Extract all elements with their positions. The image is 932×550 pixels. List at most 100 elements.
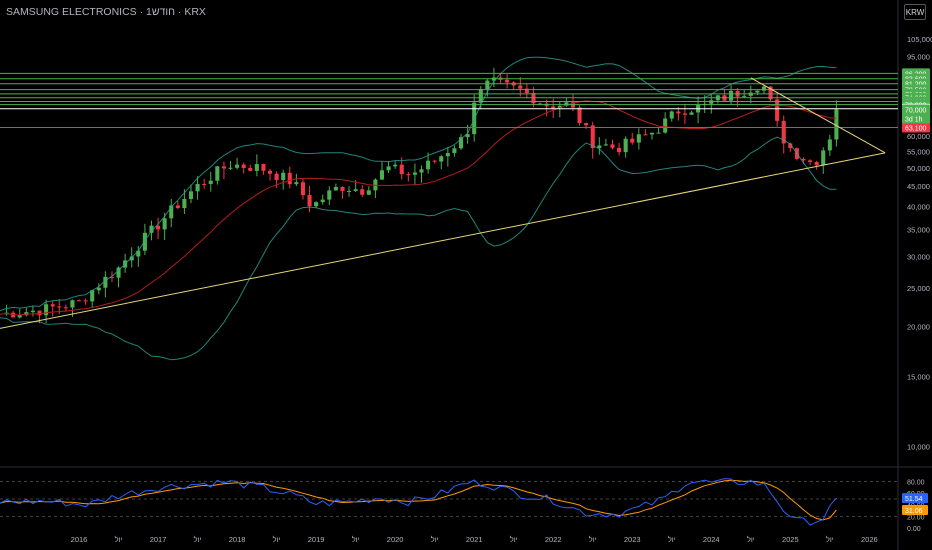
last-price-tag bbox=[902, 104, 930, 124]
candle-body bbox=[577, 107, 582, 124]
price-tick-label: 40,000 bbox=[907, 202, 930, 211]
price-tick-label: 15,000 bbox=[907, 372, 930, 381]
last-price-countdown: 3d 1h bbox=[905, 116, 923, 123]
rsi-line bbox=[0, 478, 837, 526]
candle-body bbox=[76, 300, 82, 302]
candle-body bbox=[353, 189, 358, 191]
candle-body bbox=[439, 156, 444, 162]
candles bbox=[4, 67, 839, 324]
time-tick-label: יול bbox=[352, 535, 360, 544]
candle-body bbox=[340, 186, 345, 191]
candle-body bbox=[551, 106, 556, 109]
candle-body bbox=[182, 198, 187, 209]
time-tick-label: 2020 bbox=[387, 535, 404, 544]
candle-body bbox=[274, 173, 279, 181]
candle-body bbox=[63, 307, 68, 309]
candle-body bbox=[314, 202, 319, 207]
price-tick-label: 30,000 bbox=[907, 252, 930, 261]
level-price-label: 63,100 bbox=[905, 125, 927, 132]
candle-body bbox=[175, 205, 180, 209]
time-tick-label: יול bbox=[589, 535, 597, 544]
candle-body bbox=[109, 276, 115, 278]
time-tick-label: 2025 bbox=[782, 535, 799, 544]
candle-body bbox=[221, 166, 226, 169]
candle-body bbox=[478, 88, 483, 103]
candle-body bbox=[419, 169, 424, 173]
candle-body bbox=[603, 144, 608, 146]
level-price-tag bbox=[902, 122, 930, 133]
candle-body bbox=[379, 170, 385, 180]
rsi-signal-line bbox=[0, 479, 837, 521]
candle-body bbox=[307, 195, 312, 207]
candle-body bbox=[597, 145, 602, 149]
time-tick-label: יול bbox=[273, 535, 281, 544]
candle-body bbox=[538, 103, 543, 105]
candle-body bbox=[636, 134, 641, 143]
candle-body bbox=[406, 174, 411, 176]
time-tick-label: יול bbox=[431, 535, 439, 544]
candle-body bbox=[320, 199, 325, 203]
candle-body bbox=[682, 113, 687, 115]
candle-body bbox=[267, 170, 273, 174]
last-price-label: 70,000 bbox=[905, 107, 927, 114]
time-tick-label: יול bbox=[115, 535, 123, 544]
candle-body bbox=[557, 105, 562, 109]
time-tick-label: יול bbox=[747, 535, 755, 544]
candle-body bbox=[669, 111, 674, 119]
candle-body bbox=[17, 315, 22, 318]
candle-body bbox=[202, 183, 207, 185]
time-tick-label: 2026 bbox=[861, 535, 878, 544]
candle-body bbox=[788, 143, 793, 149]
bollinger-upper bbox=[0, 56, 837, 312]
candle-body bbox=[261, 164, 266, 171]
candle-body bbox=[781, 120, 786, 144]
symbol-title: SAMSUNG ELECTRONICS · 1חודש · KRX bbox=[6, 6, 206, 18]
candle-body bbox=[347, 190, 352, 192]
candle-body bbox=[524, 88, 529, 94]
candle-body bbox=[215, 166, 220, 181]
time-tick-label: 2022 bbox=[545, 535, 562, 544]
rsi-value-tag bbox=[902, 504, 928, 515]
candle-body bbox=[327, 190, 332, 200]
trendline[interactable] bbox=[0, 152, 886, 329]
price-tick-label: 55,000 bbox=[907, 147, 930, 156]
candle-body bbox=[142, 232, 147, 251]
candle-body bbox=[96, 287, 101, 291]
candle-body bbox=[755, 90, 760, 93]
candle-body bbox=[360, 189, 365, 195]
candle-body bbox=[814, 161, 819, 166]
candle-body bbox=[834, 109, 839, 140]
price-tick-label: 20,000 bbox=[907, 323, 930, 332]
time-tick-label: 2017 bbox=[150, 535, 167, 544]
trendline[interactable] bbox=[750, 77, 886, 154]
candle-body bbox=[623, 138, 628, 153]
price-tick-label: 25,000 bbox=[907, 284, 930, 293]
candle-body bbox=[518, 85, 523, 89]
candle-body bbox=[83, 300, 88, 302]
time-tick-label: יול bbox=[826, 535, 834, 544]
candle-body bbox=[156, 225, 161, 230]
time-tick-label: יול bbox=[194, 535, 202, 544]
currency-badge[interactable]: KRW bbox=[904, 4, 926, 20]
rsi-tick-label: 20.00 bbox=[907, 514, 925, 521]
candle-body bbox=[649, 132, 655, 135]
rsi-value-label: 51.54 bbox=[905, 496, 923, 503]
price-tick-label: 105,000 bbox=[907, 35, 932, 44]
candle-body bbox=[169, 205, 174, 219]
candle-body bbox=[584, 123, 589, 126]
candle-body bbox=[294, 182, 299, 185]
candle-body bbox=[208, 180, 213, 184]
candle-body bbox=[149, 225, 154, 233]
candle-body bbox=[90, 290, 95, 302]
candle-body bbox=[709, 100, 714, 104]
candle-body bbox=[761, 86, 767, 91]
candle-body bbox=[70, 300, 75, 308]
time-tick-label: 2016 bbox=[71, 535, 88, 544]
candle-body bbox=[37, 310, 42, 316]
candle-body bbox=[386, 166, 391, 171]
candle-body bbox=[195, 183, 200, 192]
candle-body bbox=[821, 150, 826, 166]
candle-body bbox=[57, 306, 62, 308]
